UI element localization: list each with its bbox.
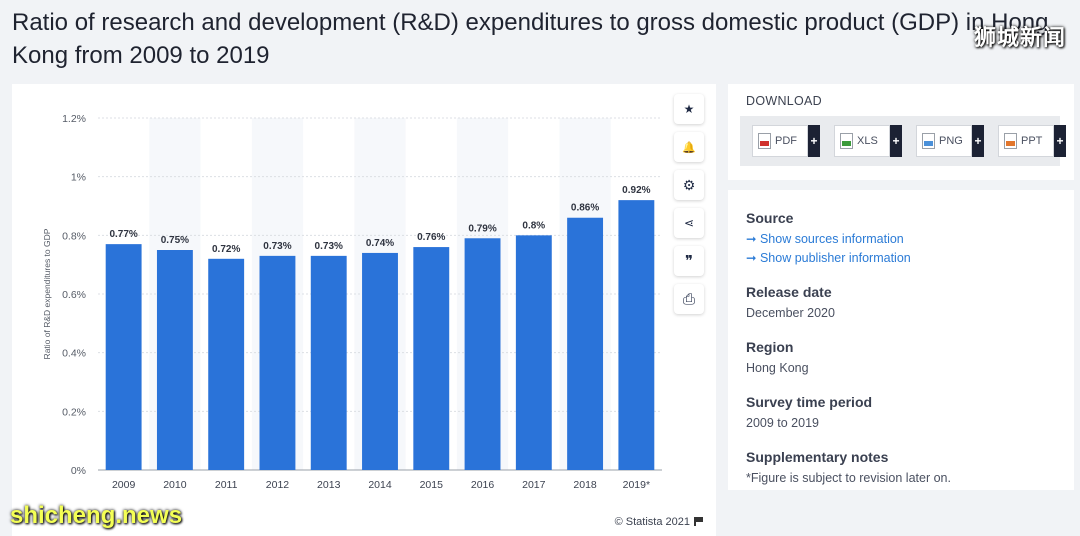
bar (464, 238, 501, 470)
region-label: Region (746, 339, 794, 355)
download-xls-button[interactable]: XLS + (834, 125, 902, 157)
bar (362, 252, 398, 470)
y-axis-title: Ratio of R&D expenditures to GDP (42, 228, 52, 359)
download-ppt-button[interactable]: PPT + (998, 125, 1066, 157)
show-publisher-link[interactable]: ➞ Show publisher information (746, 251, 911, 265)
release-label: Release date (746, 284, 832, 300)
x-tick-label: 2016 (471, 479, 495, 491)
settings-button[interactable]: ⚙ (674, 170, 704, 200)
y-tick-label: 1% (71, 172, 86, 184)
print-button[interactable]: ⎙ (674, 284, 704, 314)
y-tick-label: 0.6% (62, 289, 86, 301)
data-label: 0.79% (468, 223, 496, 234)
survey-value: 2009 to 2019 (746, 416, 819, 430)
y-tick-label: 0.2% (62, 406, 86, 418)
data-label: 0.73% (263, 241, 291, 252)
png-file-icon (922, 133, 935, 149)
y-tick-label: 0.4% (62, 348, 86, 360)
show-sources-link[interactable]: ➞ Show sources information (746, 232, 904, 246)
ppt-file-icon (1004, 133, 1017, 149)
download-png-label: PNG (939, 135, 963, 147)
source-label: Source (746, 210, 794, 226)
region-section: Region Hong Kong (746, 339, 1056, 378)
statista-copyright[interactable]: © Statista 2021 (614, 516, 703, 528)
download-title: DOWNLOAD (746, 94, 823, 108)
x-tick-label: 2011 (215, 479, 238, 491)
survey-section: Survey time period 2009 to 2019 (746, 394, 1056, 433)
download-xls-plus[interactable]: + (890, 125, 902, 157)
bar (618, 200, 655, 470)
bar (259, 255, 296, 470)
page-title: Ratio of research and development (R&D) … (12, 9, 1049, 69)
data-label: 0.74% (366, 238, 394, 249)
quote-icon: ❞ (684, 253, 694, 270)
data-label: 0.76% (417, 232, 445, 243)
data-label: 0.77% (109, 229, 137, 240)
flag-icon (694, 517, 703, 526)
release-value: December 2020 (746, 306, 835, 320)
data-label: 0.75% (161, 235, 189, 246)
info-panel: Source ➞ Show sources information ➞ Show… (728, 190, 1074, 490)
x-tick-label: 2015 (420, 479, 444, 491)
pdf-file-icon (758, 133, 771, 149)
y-tick-label: 0.8% (62, 230, 86, 242)
notes-section: Supplementary notes *Figure is subject t… (746, 449, 1056, 488)
download-bar: PDF + XLS + PNG + PPT + (740, 116, 1066, 166)
download-pdf-label: PDF (775, 135, 797, 147)
star-icon: ★ (683, 102, 695, 116)
chart-toolbar: ★ 🔔 ⚙ ⋖ ❞ ⎙ (674, 94, 704, 322)
region-value: Hong Kong (746, 361, 809, 375)
x-tick-label: 2014 (368, 479, 392, 491)
data-label: 0.72% (212, 244, 240, 255)
notes-label: Supplementary notes (746, 449, 889, 465)
bar (413, 247, 450, 470)
download-ppt-plus[interactable]: + (1054, 125, 1066, 157)
bar-chart: 0% 0.2% 0.4% 0.6% 0.8% 1% 1.2% Ratio of R&D exp… (42, 113, 662, 491)
download-ppt-label: PPT (1021, 135, 1043, 147)
bar (156, 250, 193, 470)
watermark-top: 狮城新闻 (973, 25, 1066, 50)
survey-label: Survey time period (746, 394, 873, 410)
source-section: Source ➞ Show sources information ➞ Show… (746, 210, 1056, 268)
notification-button[interactable]: 🔔 (674, 132, 704, 162)
bar (208, 258, 245, 470)
x-tick-label: 2019* (623, 479, 650, 491)
share-button[interactable]: ⋖ (674, 208, 704, 238)
print-icon: ⎙ (682, 290, 695, 308)
data-label: 0.92% (622, 185, 650, 196)
download-xls-label: XLS (857, 135, 878, 147)
download-pdf-plus[interactable]: + (808, 125, 820, 157)
x-tick-label: 2017 (522, 479, 546, 491)
download-png-button[interactable]: PNG + (916, 125, 984, 157)
x-tick-label: 2012 (266, 479, 290, 491)
share-icon: ⋖ (683, 216, 695, 230)
x-tick-label: 2018 (573, 479, 597, 491)
y-tick-label: 1.2% (62, 113, 86, 125)
bar (310, 255, 347, 470)
bar (105, 244, 142, 470)
notes-value: *Figure is subject to revision later on. (746, 471, 951, 485)
bar (567, 217, 604, 470)
chart-card: 0% 0.2% 0.4% 0.6% 0.8% 1% 1.2% Ratio of R&D exp… (12, 84, 716, 536)
data-label: 0.8% (522, 220, 545, 231)
download-panel: DOWNLOAD PDF + XLS + PNG + PPT + (728, 84, 1074, 180)
data-label: 0.73% (315, 241, 343, 252)
x-tick-label: 2010 (163, 479, 187, 491)
x-tick-label: 2013 (317, 479, 341, 491)
watermark-bottom: shicheng.news (10, 502, 183, 529)
release-section: Release date December 2020 (746, 284, 1056, 323)
copyright-text: © Statista 2021 (614, 516, 690, 528)
data-label: 0.86% (571, 203, 599, 214)
download-pdf-button[interactable]: PDF + (752, 125, 820, 157)
gear-icon: ⚙ (682, 176, 696, 193)
bell-icon: 🔔 (682, 141, 696, 154)
bookmark-button[interactable]: ★ (674, 94, 704, 124)
xls-file-icon (840, 133, 853, 149)
cite-button[interactable]: ❞ (674, 246, 704, 276)
y-tick-label: 0% (71, 465, 86, 477)
bar (515, 235, 552, 470)
download-png-plus[interactable]: + (972, 125, 984, 157)
x-tick-label: 2009 (112, 479, 136, 491)
